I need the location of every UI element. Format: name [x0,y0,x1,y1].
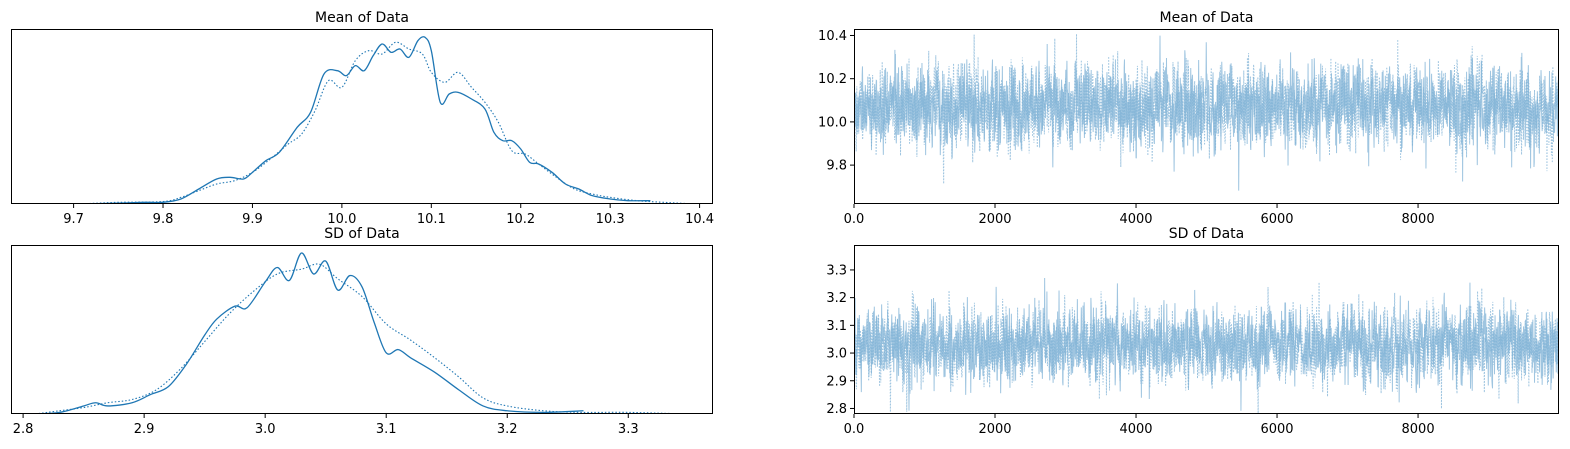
kde-mean-density-solid [33,36,651,204]
kde-sd-plot-area [35,252,687,414]
kde-sd-density-dotted [35,263,687,414]
trace-sd-xtick-label: 2000 [978,422,1011,437]
trace-mean-ytick-label: 10.2 [818,72,847,87]
kde-sd-title: SD of Data [324,226,400,242]
trace-mean-xtick-label: 2000 [978,212,1011,227]
trace-sd-plot-area [854,277,1559,414]
kde-mean-xtick-label: 10.4 [685,212,714,227]
kde-mean-density-dotted [33,41,696,204]
kde-mean-xtick-label: 9.9 [242,212,263,227]
trace-mean-ytick-label: 10.0 [818,115,847,130]
kde-mean-panel: Mean of Data 9.7 9.8 9.9 10.0 10.1 10.2 10.3 10… [11,10,714,227]
trace-mean-panel: Mean of Data 0.0 2000 4000 6000 8000 9.8 10.0 1… [818,10,1559,227]
kde-mean-xtick-label: 10.1 [417,212,446,227]
trace-mean-title: Mean of Data [1160,10,1254,26]
kde-mean-xtick-label: 10.2 [506,212,535,227]
trace-mean-xtick-label: 4000 [1119,212,1152,227]
kde-mean-xtick-label: 10.0 [327,212,356,227]
trace-sd-ytick-label: 2.8 [826,402,847,417]
trace-sd-xtick-label: 8000 [1402,422,1435,437]
trace-sd-ytick-label: 3.2 [826,291,847,306]
trace-sd-ytick-label: 2.9 [826,374,847,389]
trace-sd-ytick-label: 3.3 [826,263,847,278]
kde-mean-title: Mean of Data [315,10,409,26]
trace-mean-chain-dotted [854,33,1559,184]
kde-sd-panel: SD of Data 2.8 2.9 3.0 3.1 3.2 3.3 [11,226,713,437]
kde-mean-xtick-label: 9.7 [63,212,84,227]
trace-mean-plot-area [854,33,1559,191]
trace-sd-axes-frame [854,245,1559,414]
trace-mean-xtick-label: 6000 [1260,212,1293,227]
kde-sd-xtick-label: 3.2 [497,422,518,437]
kde-mean-plot-area [33,36,696,204]
trace-sd-title: SD of Data [1169,226,1245,242]
trace-sd-panel: SD of Data 0.0 2000 4000 6000 8000 2.8 2.9 3.0 3… [826,226,1559,437]
kde-sd-axes-frame [11,245,713,414]
kde-sd-xtick-label: 2.9 [134,422,155,437]
trace-mean-ytick-label: 10.4 [818,29,847,44]
kde-sd-xtick-label: 3.0 [255,422,276,437]
trace-sd-chain-dotted [854,282,1559,414]
trace-mean-xtick-label: 0.0 [844,212,865,227]
kde-sd-density-solid [35,252,584,414]
trace-mean-xtick-label: 8000 [1402,212,1435,227]
kde-sd-xtick-label: 3.1 [376,422,397,437]
trace-sd-xtick-label: 6000 [1260,422,1293,437]
kde-sd-xtick-label: 3.3 [618,422,639,437]
trace-sd-xtick-label: 0.0 [844,422,865,437]
trace-sd-xtick-label: 4000 [1119,422,1152,437]
trace-mean-axes-frame [854,29,1559,204]
trace-sd-ytick-label: 3.0 [826,347,847,362]
kde-mean-xtick-label: 10.3 [596,212,625,227]
kde-sd-xtick-label: 2.8 [13,422,34,437]
kde-mean-axes-frame [11,29,713,204]
trace-mean-ytick-label: 9.8 [826,159,847,174]
kde-mean-xtick-label: 9.8 [153,212,174,227]
trace-sd-ytick-label: 3.1 [826,319,847,334]
